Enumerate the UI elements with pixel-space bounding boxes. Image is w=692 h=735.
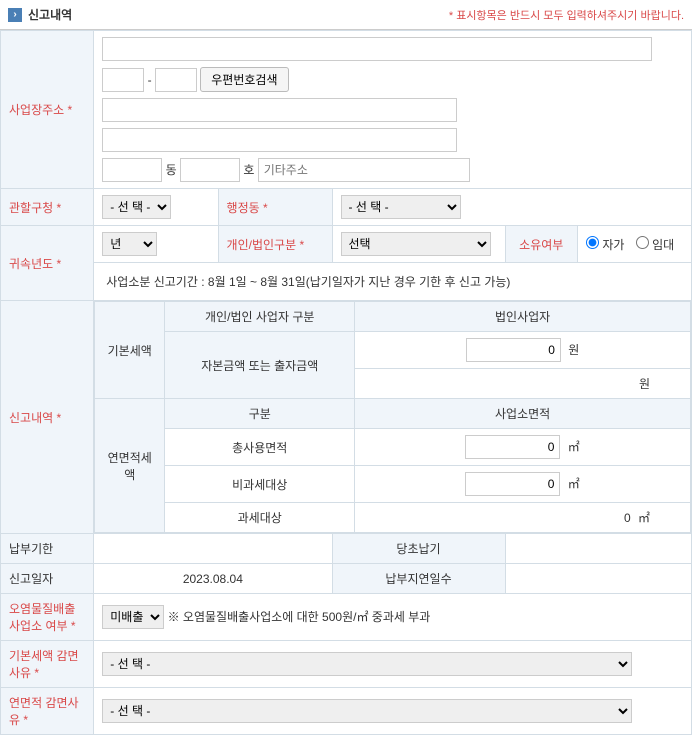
own-radio[interactable] <box>586 236 599 249</box>
basic-reduction-select[interactable]: - 선 택 - <box>102 652 632 676</box>
ho-input[interactable] <box>180 158 240 182</box>
label-orig-payment: 당초납기 <box>332 534 505 564</box>
m2-unit-1: ㎡ <box>568 440 580 454</box>
label-category: 구분 <box>165 399 355 429</box>
person-corp-select[interactable]: 선택 <box>341 232 491 256</box>
etc-address-input[interactable] <box>258 158 470 182</box>
label-tax-area: 과세대상 <box>165 503 355 533</box>
label-person-corp: 개인/법인구분 <box>218 226 332 263</box>
label-report-details: 신고내역 <box>1 301 94 534</box>
page-title: › 신고내역 <box>8 6 72 23</box>
pollution-select[interactable]: 미배출 <box>102 605 164 629</box>
label-jurisdiction: 관할구청 <box>1 189 94 226</box>
label-admin-dong: 행정동 <box>218 189 332 226</box>
nontax-area-input[interactable] <box>465 472 560 496</box>
label-year: 귀속년도 <box>1 226 94 301</box>
m2-unit-3: ㎡ <box>638 511 650 525</box>
label-person-corp-type: 개인/법인 사업자 구분 <box>165 302 355 332</box>
year-note: 사업소분 신고기간 : 8월 1일 ~ 8월 31일(납기일자가 지난 경우 기… <box>94 263 692 301</box>
address-line2-input[interactable] <box>102 98 457 122</box>
report-date-value: 2023.08.04 <box>94 564 332 594</box>
zip1-input[interactable] <box>102 68 144 92</box>
m2-unit-2: ㎡ <box>568 477 580 491</box>
label-area-tax: 연면적세액 <box>95 399 165 533</box>
address-line3-input[interactable] <box>102 128 457 152</box>
dong-input[interactable] <box>102 158 162 182</box>
zip2-input[interactable] <box>155 68 197 92</box>
label-delay-days: 납부지연일수 <box>332 564 505 594</box>
label-corp-biz: 법인사업자 <box>355 302 691 332</box>
own-radio-label[interactable]: 자가 <box>586 238 624 252</box>
label-ownership: 소유여부 <box>505 226 578 263</box>
label-basic-reduction: 기본세액 감면사유 <box>1 641 94 688</box>
pollution-note: ※ 오염물질배출사업소에 대한 500원/㎡ 중과세 부과 <box>168 610 431 624</box>
label-area-reduction: 연면적 감면사유 <box>1 688 94 735</box>
address-line1-input[interactable] <box>102 37 652 61</box>
dong-label: 동 <box>166 163 177 177</box>
total-area-input[interactable] <box>465 435 560 459</box>
chevron-right-icon: › <box>8 8 22 22</box>
capital-display: 원 <box>639 377 650 391</box>
label-total-area: 총사용면적 <box>165 429 355 466</box>
title-text: 신고내역 <box>28 6 72 23</box>
label-due-date: 납부기한 <box>1 534 94 564</box>
label-biz-area: 사업소면적 <box>355 399 691 429</box>
tax-area-value: 0 <box>624 511 631 525</box>
admin-dong-select[interactable]: - 선 택 - <box>341 195 461 219</box>
capital-input[interactable] <box>466 338 561 362</box>
rent-radio-label[interactable]: 임대 <box>636 238 674 252</box>
ho-label: 호 <box>243 163 254 177</box>
label-capital: 자본금액 또는 출자금액 <box>165 332 355 399</box>
label-basic-tax: 기본세액 <box>95 302 165 399</box>
label-pollution: 오염물질배출 사업소 여부 <box>1 594 94 641</box>
year-select[interactable]: 년 <box>102 232 157 256</box>
zip-search-button[interactable]: 우편번호검색 <box>200 67 288 92</box>
area-reduction-select[interactable]: - 선 택 - <box>102 699 632 723</box>
label-business-address: 사업장주소 <box>1 31 94 189</box>
rent-radio[interactable] <box>636 236 649 249</box>
label-report-date: 신고일자 <box>1 564 94 594</box>
jurisdiction-select[interactable]: - 선 택 - <box>102 195 171 219</box>
required-note: * 표시항목은 반드시 모두 입력하셔주시기 바랍니다. <box>449 7 684 23</box>
label-nontax-area: 비과세대상 <box>165 466 355 503</box>
won-unit: 원 <box>568 343 579 357</box>
